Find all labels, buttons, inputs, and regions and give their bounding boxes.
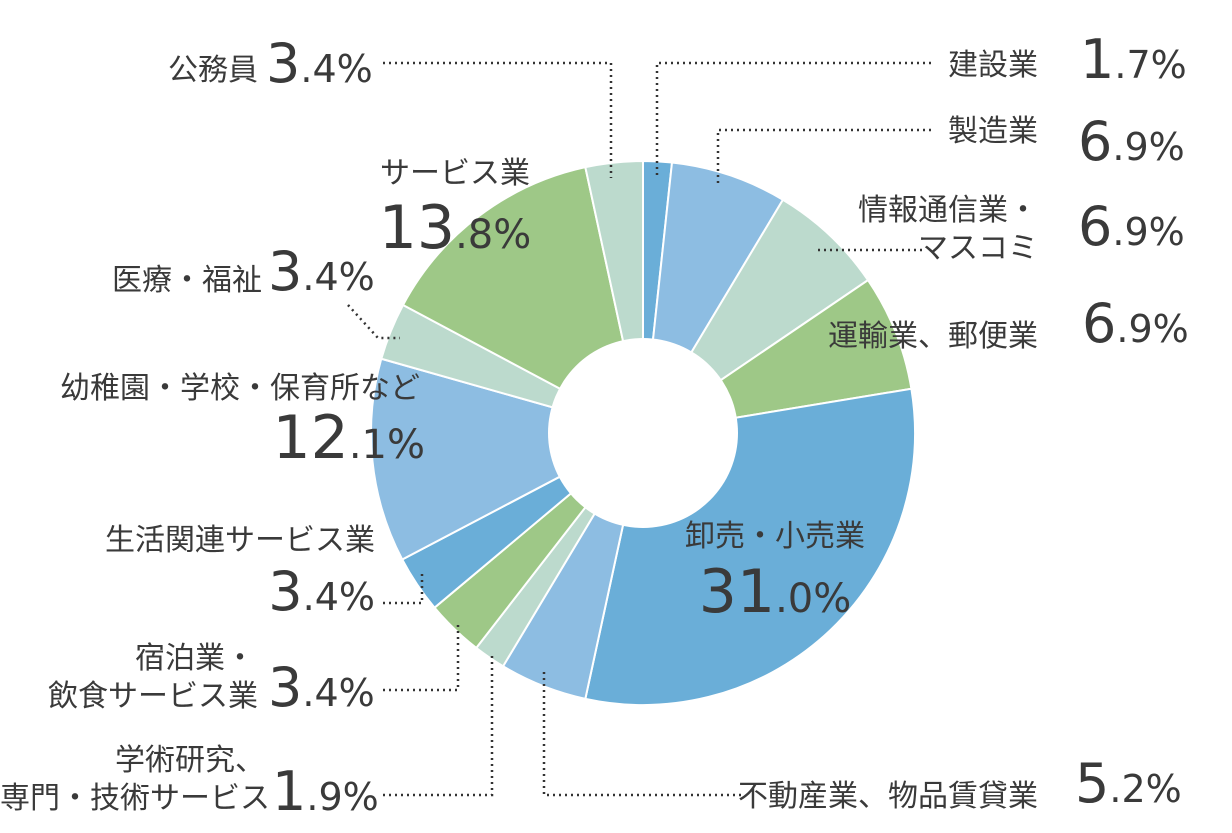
seizo-int: 6 [1078, 110, 1112, 173]
komuin-int: 3 [266, 32, 300, 95]
seikatsu-dec: .4% [303, 575, 375, 619]
leader-kensetsu [655, 61, 935, 175]
donut-hole [548, 338, 738, 528]
iryo-dec: .4% [302, 255, 374, 299]
label-kensetsu-name: 建設業 [948, 48, 1038, 83]
komuin-dec: .4% [300, 47, 372, 91]
seikatsu-int: 3 [268, 560, 302, 623]
label-joho-pct: 6.9% [1078, 195, 1185, 258]
gakujutsu-dec: .9% [306, 775, 378, 819]
label-komuin-name: 公務員 [168, 53, 258, 88]
oroshi-int: 31 [699, 557, 775, 627]
label-unyu-name: 運輸業、郵便業 [828, 319, 1038, 354]
leader-gakujutsu [383, 652, 494, 797]
iryo-int: 3 [268, 240, 302, 303]
label-seikatsu-name: 生活関連サービス業 [105, 523, 375, 558]
label-gakujutsu-pct: 1.9% [272, 760, 379, 823]
label-service-pct: 13.8% [379, 193, 532, 263]
label-gakujutsu-name2: 専門・技術サービス [0, 781, 270, 816]
label-fudosan-pct: 5.2% [1075, 752, 1182, 815]
leader-komuin [383, 61, 613, 178]
label-komuin-pct: 3.4% [266, 32, 373, 95]
label-seikatsu-pct: 3.4% [268, 560, 375, 623]
fudosan-dec: .2% [1109, 767, 1181, 811]
gakujutsu-int: 1 [272, 760, 306, 823]
label-seizo-pct: 6.9% [1078, 110, 1185, 173]
yochien-int: 12 [272, 403, 348, 473]
label-seizo-name: 製造業 [948, 114, 1038, 149]
unyu-dec: .9% [1116, 307, 1188, 351]
label-joho-name2: マスコミ [918, 231, 1038, 266]
unyu-int: 6 [1082, 292, 1116, 355]
label-yochien-pct: 12.1% [272, 403, 425, 473]
label-oroshi-pct: 31.0% [699, 557, 852, 627]
label-fudosan-name: 不動産業、物品賃貸業 [738, 779, 1038, 814]
label-shukuhaku-pct: 3.4% [268, 656, 375, 719]
shukuhaku-int: 3 [268, 656, 302, 719]
yochien-dec: .1% [349, 422, 425, 468]
leader-seizo [716, 128, 935, 183]
label-iryo-name: 医療・福祉 [112, 263, 262, 298]
label-service-name: サービス業 [380, 156, 530, 191]
joho-dec: .9% [1112, 210, 1184, 254]
label-iryo-pct: 3.4% [268, 240, 375, 303]
label-shukuhaku-name2: 飲食サービス業 [48, 679, 258, 714]
service-int: 13 [379, 193, 455, 263]
leader-seikatsu [383, 572, 424, 605]
service-dec: .8% [455, 212, 531, 258]
slice-9 [370, 357, 646, 561]
oroshi-dec: .0% [775, 576, 851, 622]
label-gakujutsu-name1: 学術研究、 [115, 743, 265, 778]
fudosan-int: 5 [1075, 752, 1109, 815]
label-unyu-pct: 6.9% [1082, 292, 1189, 355]
shukuhaku-dec: .4% [302, 671, 374, 715]
kensetsu-int: 1 [1080, 28, 1114, 91]
label-yochien-name: 幼稚園・学校・保育所など [60, 371, 420, 406]
label-kensetsu-pct: 1.7% [1080, 28, 1187, 91]
kensetsu-dec: .7% [1114, 43, 1186, 87]
label-shukuhaku-name1: 宿泊業・ [135, 641, 255, 676]
label-oroshi-name: 卸売・小売業 [685, 519, 865, 554]
joho-int: 6 [1078, 195, 1112, 258]
seizo-dec: .9% [1112, 125, 1184, 169]
label-joho-name1: 情報通信業・ [858, 193, 1038, 228]
leader-lines [347, 61, 935, 797]
leader-shukuhaku [383, 622, 460, 692]
